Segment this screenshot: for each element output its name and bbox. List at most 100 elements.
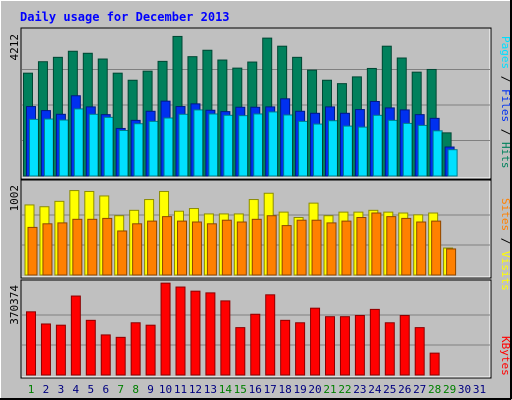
legend-hits: Hits	[499, 142, 512, 169]
bar-kbytes-day-13	[205, 292, 216, 376]
bar-pages-day-15	[238, 115, 249, 177]
day-label-25: 25	[383, 383, 396, 396]
bar-pages-day-9	[148, 120, 159, 177]
panel-visits-sites: 1002 Sites / Visits	[8, 179, 512, 291]
panel-bars	[23, 35, 458, 177]
bar-pages-day-7	[118, 129, 129, 177]
panel-legend: Pages / Files / Hits	[499, 36, 512, 169]
bar-kbytes-day-16	[250, 313, 261, 376]
day-label-6: 6	[102, 383, 109, 396]
panel-legend: KBytes	[499, 336, 512, 376]
panel-bars	[26, 282, 440, 376]
svg-text:Pages / Files / Hits: Pages / Files / Hits	[499, 36, 512, 169]
bar-pages-day-25	[387, 119, 398, 177]
day-label-10: 10	[159, 383, 172, 396]
day-label-2: 2	[43, 383, 50, 396]
legend-sites: Sites	[499, 198, 512, 231]
day-label-21: 21	[323, 383, 336, 396]
bar-pages-day-12	[193, 109, 204, 177]
bar-pages-day-1	[29, 118, 39, 177]
legend-separator: /	[499, 69, 512, 89]
day-label-14: 14	[219, 383, 233, 396]
panel-border	[20, 279, 492, 379]
bar-sites-day-9	[147, 220, 158, 276]
legend-separator: /	[499, 231, 512, 251]
bar-pages-day-23	[357, 126, 368, 177]
day-label-29: 29	[443, 383, 456, 396]
day-label-23: 23	[353, 383, 366, 396]
bar-sites-day-3	[57, 222, 68, 276]
day-label-12: 12	[189, 383, 202, 396]
day-label-24: 24	[368, 383, 382, 396]
bar-pages-day-5	[88, 113, 99, 177]
bar-kbytes-day-12	[190, 290, 201, 376]
bar-sites-day-10	[162, 216, 173, 276]
bar-kbytes-day-10	[160, 282, 171, 376]
bar-pages-day-24	[372, 114, 383, 177]
bar-pages-day-2	[43, 118, 54, 177]
day-label-9: 9	[147, 383, 154, 396]
bar-pages-day-6	[103, 116, 114, 177]
legend-kbytes: KBytes	[499, 336, 512, 376]
day-label-17: 17	[264, 383, 277, 396]
bar-sites-day-7	[117, 230, 128, 276]
bar-pages-day-14	[223, 114, 234, 177]
bar-kbytes-day-4	[70, 295, 81, 376]
bar-pages-day-18	[283, 114, 294, 177]
day-label-19: 19	[293, 383, 306, 396]
bar-kbytes-day-21	[325, 316, 335, 376]
bar-kbytes-day-17	[265, 294, 276, 376]
bar-sites-day-8	[132, 223, 143, 276]
panel-border	[20, 27, 492, 180]
legend-separator: /	[499, 122, 512, 142]
bar-pages-day-27	[417, 124, 428, 177]
bar-sites-day-22	[341, 220, 352, 276]
bar-kbytes-day-22	[339, 316, 350, 376]
bar-kbytes-day-5	[85, 319, 96, 376]
day-label-3: 3	[58, 383, 65, 396]
bar-kbytes-day-28	[429, 352, 440, 376]
bar-sites-day-14	[221, 219, 232, 276]
bar-sites-day-20	[311, 219, 322, 276]
day-label-31: 31	[473, 383, 486, 396]
day-label-13: 13	[204, 383, 217, 396]
bar-pages-day-3	[58, 119, 69, 177]
bar-pages-day-8	[133, 123, 144, 177]
bar-kbytes-day-11	[175, 286, 186, 376]
bar-pages-day-17	[268, 111, 279, 177]
bar-kbytes-day-23	[354, 314, 365, 376]
legend-files: Files	[499, 89, 512, 122]
day-label-22: 22	[338, 383, 351, 396]
bar-pages-day-22	[342, 125, 353, 177]
panel-kbytes: 370374 KBytes	[8, 279, 512, 379]
bar-sites-day-18	[281, 225, 292, 276]
day-label-16: 16	[249, 383, 262, 396]
bar-pages-day-28	[432, 130, 443, 177]
bar-pages-day-4	[73, 108, 84, 177]
panel-max-label: 370374	[8, 285, 21, 325]
day-label-8: 8	[132, 383, 139, 396]
bar-pages-day-13	[208, 113, 219, 177]
bar-kbytes-day-15	[235, 327, 246, 376]
bar-kbytes-day-18	[280, 319, 291, 376]
bar-pages-day-26	[402, 122, 413, 177]
bar-sites-day-21	[326, 222, 337, 276]
day-label-11: 11	[174, 383, 187, 396]
panel-border	[20, 179, 492, 279]
bar-kbytes-day-19	[295, 322, 306, 376]
bar-kbytes-day-6	[100, 334, 111, 376]
bar-sites-day-1	[27, 226, 38, 276]
bar-kbytes-day-14	[220, 300, 231, 376]
bar-sites-day-25	[386, 216, 397, 276]
bar-sites-day-29	[446, 248, 457, 276]
day-label-26: 26	[398, 383, 411, 396]
legend-pages: Pages	[499, 36, 512, 69]
bar-sites-day-28	[431, 220, 442, 276]
day-label-18: 18	[279, 383, 292, 396]
bar-kbytes-day-1	[26, 311, 36, 376]
panel-legend: Sites / Visits	[499, 198, 512, 291]
bar-pages-day-16	[253, 113, 264, 177]
bar-sites-day-11	[177, 220, 187, 276]
bar-sites-day-19	[296, 219, 307, 276]
